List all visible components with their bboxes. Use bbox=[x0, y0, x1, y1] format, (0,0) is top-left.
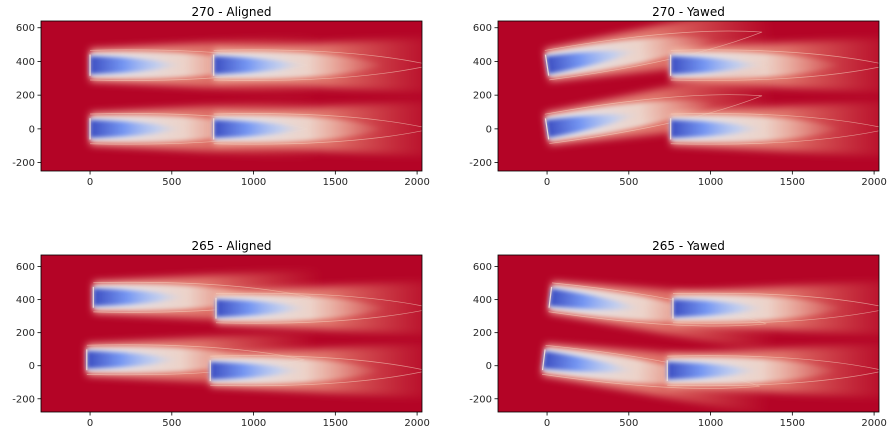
y-tick-label: 200 bbox=[473, 328, 492, 339]
y-tick-label: -200 bbox=[469, 158, 492, 169]
rotor-3 bbox=[541, 349, 546, 371]
x-tick-label: 500 bbox=[162, 177, 181, 188]
wake-4 bbox=[213, 101, 422, 157]
y-tick-label: 600 bbox=[16, 262, 35, 273]
y-tick-label: 200 bbox=[473, 91, 492, 102]
x-tick-label: 0 bbox=[544, 177, 550, 188]
panel-2: 0 500 1000 1500 2000 -200 0 200 400 600 270 - Yawe… bbox=[469, 5, 887, 188]
x-tick-label: 1500 bbox=[323, 418, 348, 429]
y-tick-label: 200 bbox=[16, 328, 35, 339]
x-tick-label: 500 bbox=[162, 418, 181, 429]
x-tick-label: 1500 bbox=[780, 177, 805, 188]
rotor-1 bbox=[544, 54, 550, 76]
panel-1: 0 500 1000 1500 2000 -200 0 200 400 600 270 - Alig… bbox=[12, 5, 430, 188]
x-tick-label: 0 bbox=[87, 177, 93, 188]
x-tick-label: 2000 bbox=[404, 177, 429, 188]
wake-4 bbox=[666, 343, 879, 398]
y-tick-label: 0 bbox=[486, 124, 492, 135]
axes-frame bbox=[497, 20, 880, 172]
x-tick-label: 1000 bbox=[698, 418, 723, 429]
rotor-1 bbox=[548, 286, 553, 308]
y-tick-label: 400 bbox=[16, 57, 35, 68]
y-tick-label: 600 bbox=[473, 262, 492, 273]
x-tick-label: 1000 bbox=[698, 177, 723, 188]
wake-4 bbox=[670, 101, 879, 157]
x-tick-label: 500 bbox=[619, 177, 638, 188]
y-tick-label: 400 bbox=[473, 295, 492, 306]
panel-4: 0 500 1000 1500 2000 -200 0 200 400 600 265 - Yawe… bbox=[469, 239, 887, 429]
panel-title: 270 - Yawed bbox=[652, 5, 725, 19]
x-tick-label: 2000 bbox=[404, 418, 429, 429]
x-tick-label: 1000 bbox=[241, 177, 266, 188]
axes-frame bbox=[40, 20, 423, 172]
y-tick-label: 0 bbox=[486, 361, 492, 372]
y-tick-label: -200 bbox=[469, 394, 492, 405]
x-tick-label: 1500 bbox=[323, 177, 348, 188]
y-tick-label: 400 bbox=[16, 295, 35, 306]
rotor-3 bbox=[544, 118, 550, 140]
y-tick-label: 0 bbox=[29, 124, 35, 135]
x-tick-label: 1500 bbox=[780, 418, 805, 429]
y-tick-label: 0 bbox=[29, 361, 35, 372]
x-tick-label: 0 bbox=[544, 418, 550, 429]
y-tick-label: -200 bbox=[12, 158, 35, 169]
wake-2 bbox=[213, 37, 422, 93]
x-tick-label: 2000 bbox=[861, 418, 886, 429]
y-tick-label: 200 bbox=[16, 91, 35, 102]
x-tick-label: 500 bbox=[619, 418, 638, 429]
panel-title: 265 - Aligned bbox=[192, 239, 272, 253]
x-tick-label: 0 bbox=[87, 418, 93, 429]
panel-title: 270 - Aligned bbox=[192, 5, 272, 19]
panel-title: 265 - Yawed bbox=[652, 239, 725, 253]
y-tick-label: 600 bbox=[473, 23, 492, 34]
y-tick-label: 600 bbox=[16, 23, 35, 34]
wake-2 bbox=[215, 281, 422, 336]
wake-2 bbox=[672, 281, 879, 336]
panel-3: 0 500 1000 1500 2000 -200 0 200 400 600 265 - Alig… bbox=[12, 239, 430, 429]
axes-frame bbox=[497, 254, 880, 413]
y-tick-label: 400 bbox=[473, 57, 492, 68]
wake-4 bbox=[209, 343, 422, 398]
x-tick-label: 1000 bbox=[241, 418, 266, 429]
x-tick-label: 2000 bbox=[861, 177, 886, 188]
axes-frame bbox=[40, 254, 423, 413]
y-tick-label: -200 bbox=[12, 394, 35, 405]
